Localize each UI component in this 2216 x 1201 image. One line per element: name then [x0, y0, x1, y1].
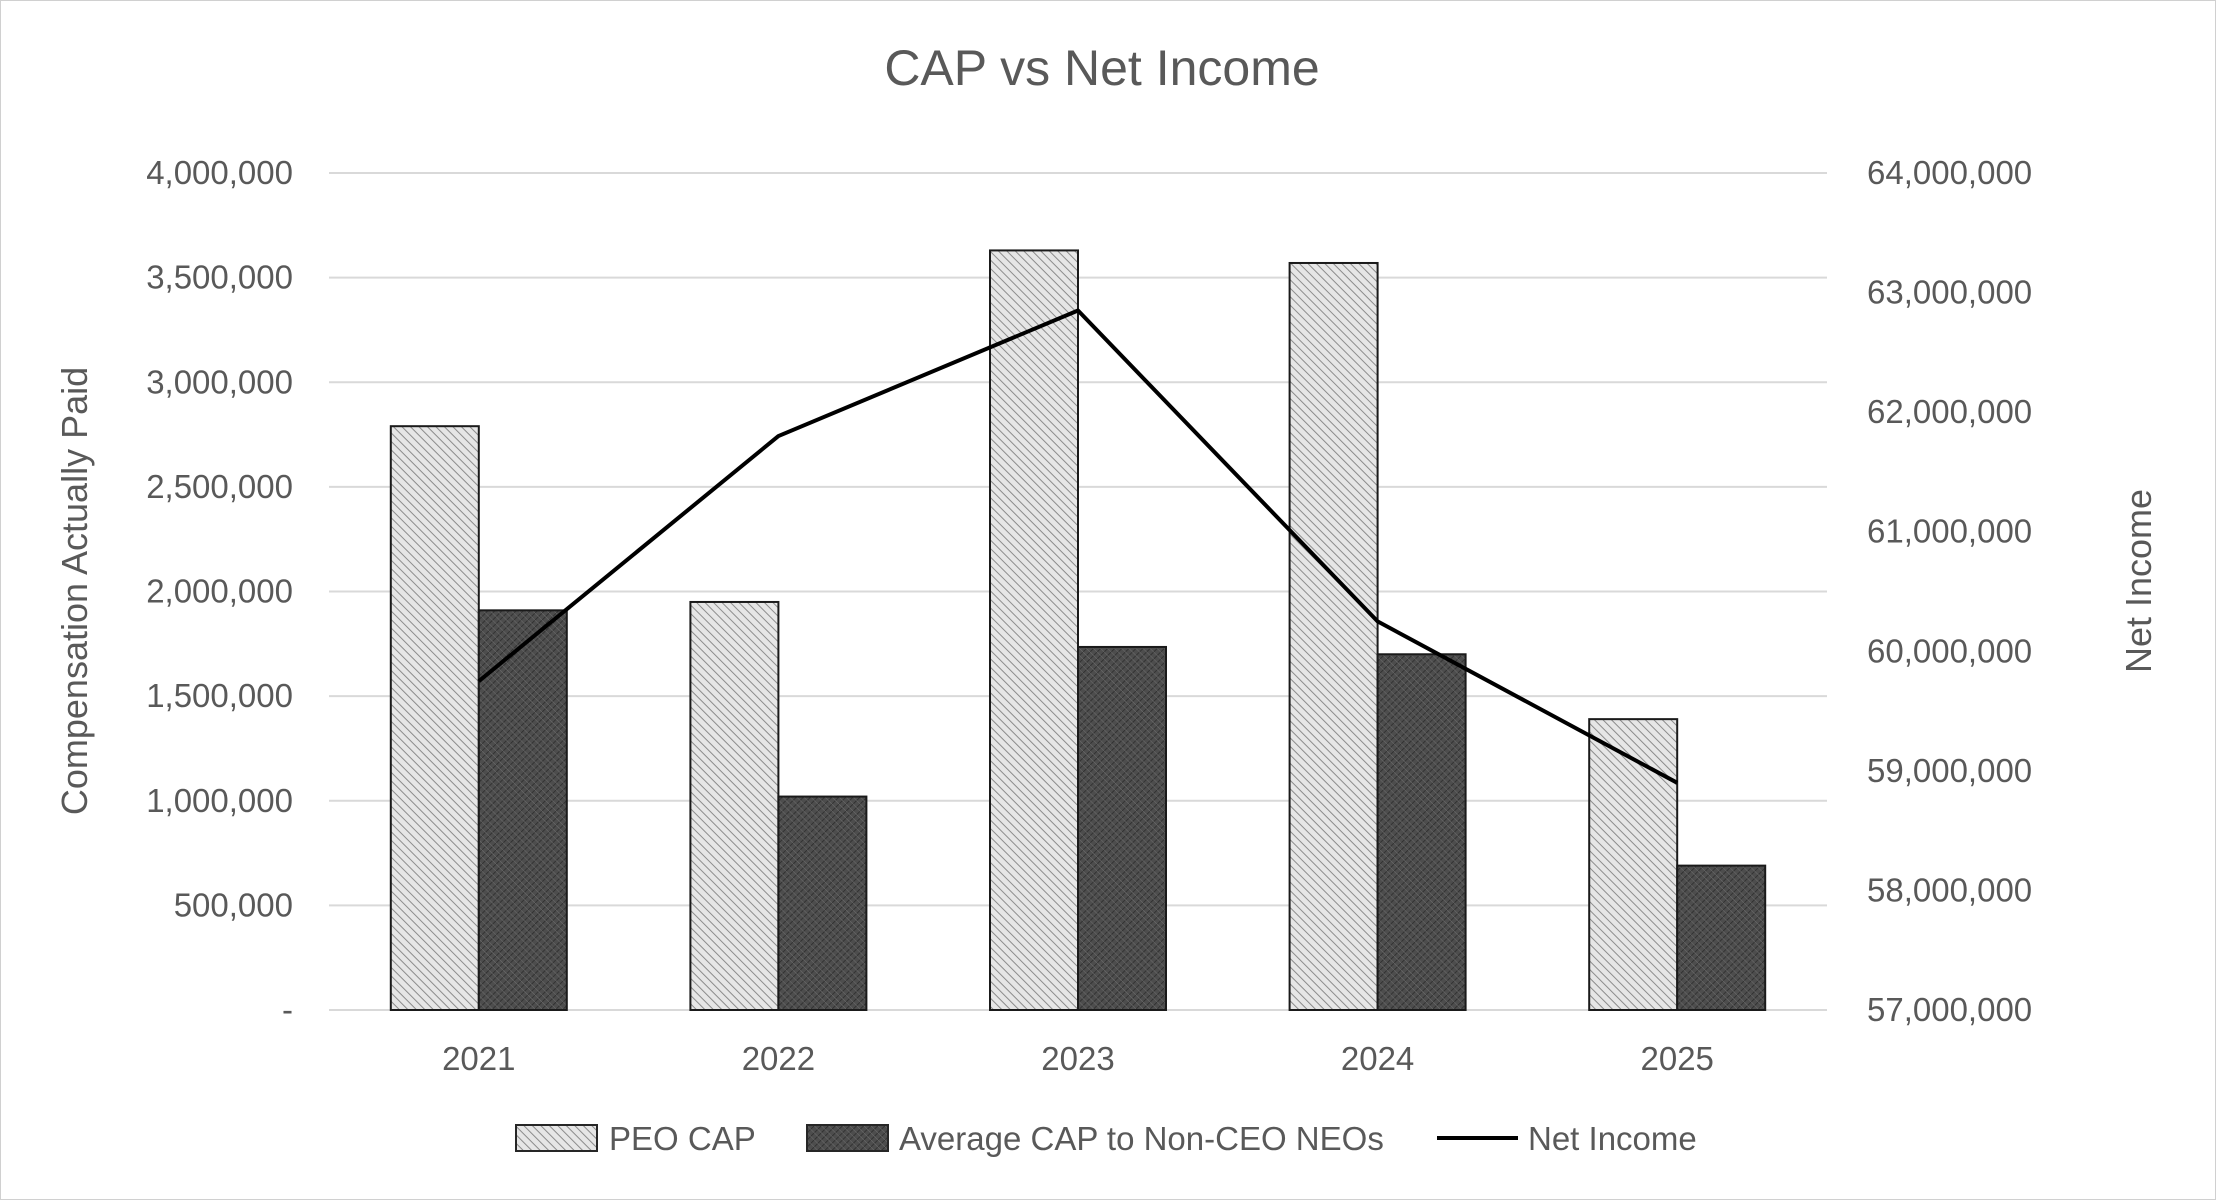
y-left-tick-label: 1,500,000 — [146, 677, 293, 714]
y-right-tick-label: 59,000,000 — [1867, 752, 2032, 789]
y-left-tick-label: 3,000,000 — [146, 363, 293, 400]
legend-swatch-peo-cap — [516, 1125, 597, 1151]
y-left-tick-label: - — [282, 991, 293, 1028]
x-tick-label-2022: 2022 — [742, 1040, 815, 1077]
y-left-tick-label: 1,000,000 — [146, 782, 293, 819]
legend: PEO CAP Average CAP to Non-CEO NEOs Net … — [516, 1120, 1697, 1157]
y-right-tick-label: 60,000,000 — [1867, 632, 2032, 669]
legend-swatch-avg-cap — [807, 1125, 888, 1151]
y-left-tick-label: 3,500,000 — [146, 259, 293, 296]
x-tick-label-2024: 2024 — [1341, 1040, 1414, 1077]
x-tick-label-2023: 2023 — [1041, 1040, 1114, 1077]
legend-label-net-income: Net Income — [1528, 1120, 1697, 1157]
y-right-tick-label: 61,000,000 — [1867, 513, 2032, 550]
y-left-tick-label: 2,500,000 — [146, 468, 293, 505]
bar-peo-cap-2025 — [1589, 719, 1677, 1010]
x-tick-label-2025: 2025 — [1640, 1040, 1713, 1077]
y-left-tick-label: 4,000,000 — [146, 154, 293, 191]
legend-label-avg-cap: Average CAP to Non-CEO NEOs — [899, 1120, 1384, 1157]
bar-peo-cap-2023 — [990, 250, 1078, 1010]
bar-peo-cap-2021 — [391, 426, 479, 1010]
bar-average-cap-to-non-ceo-neos-2024 — [1378, 654, 1466, 1010]
chart-title: CAP vs Net Income — [884, 40, 1319, 96]
y-left-axis-title: Compensation Actually Paid — [54, 367, 95, 815]
y-right-axis-ticks: 57,000,000 58,000,000 59,000,000 60,000,000… — [1867, 154, 2032, 1028]
bar-average-cap-to-non-ceo-neos-2025 — [1677, 866, 1765, 1010]
y-left-tick-label: 500,000 — [174, 886, 293, 923]
y-left-axis-ticks: - 500,000 1,000,000 1,500,000 2,000,000 2,500… — [146, 154, 293, 1028]
legend-label-peo-cap: PEO CAP — [609, 1120, 756, 1157]
bar-series — [391, 250, 1765, 1010]
bar-peo-cap-2024 — [1290, 263, 1378, 1010]
y-left-tick-label: 2,000,000 — [146, 573, 293, 610]
y-right-tick-label: 58,000,000 — [1867, 871, 2032, 908]
bar-peo-cap-2022 — [690, 602, 778, 1010]
bar-average-cap-to-non-ceo-neos-2023 — [1078, 647, 1166, 1010]
x-tick-label-2021: 2021 — [442, 1040, 515, 1077]
y-right-tick-label: 64,000,000 — [1867, 154, 2032, 191]
y-right-tick-label: 57,000,000 — [1867, 991, 2032, 1028]
y-right-axis-title: Net Income — [2118, 489, 2159, 673]
bar-average-cap-to-non-ceo-neos-2022 — [778, 797, 866, 1010]
x-axis-ticks: 2021 2022 2023 2024 2025 — [442, 1040, 1714, 1077]
y-right-tick-label: 62,000,000 — [1867, 393, 2032, 430]
y-right-tick-label: 63,000,000 — [1867, 274, 2032, 311]
